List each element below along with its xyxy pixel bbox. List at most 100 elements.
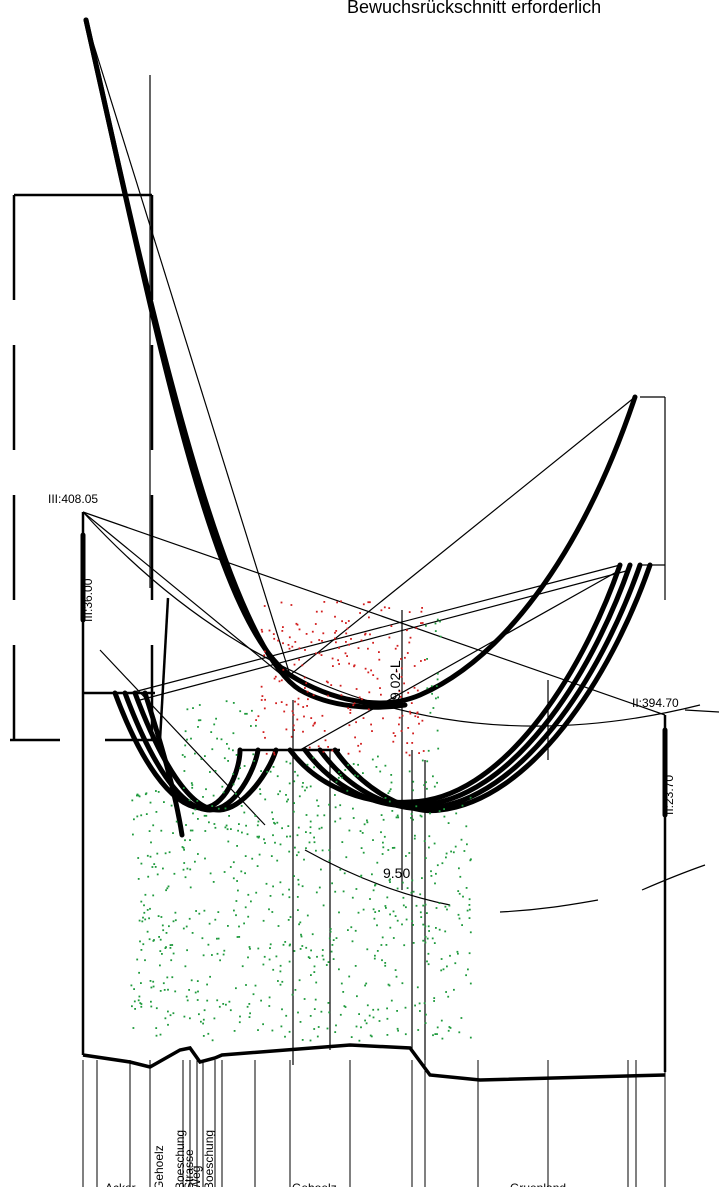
dot (420, 660, 422, 662)
dot (228, 815, 230, 817)
dot (144, 793, 147, 796)
dot (228, 1000, 231, 1003)
dot (292, 714, 295, 716)
conductors (83, 17, 653, 838)
dot (220, 738, 223, 741)
dot (194, 860, 196, 863)
dot (312, 756, 315, 759)
dot (232, 749, 234, 752)
dot (167, 988, 169, 991)
dot (382, 717, 384, 720)
dot (132, 1027, 135, 1029)
dot (196, 980, 199, 982)
dot (293, 950, 296, 952)
dot (316, 799, 318, 802)
dot (325, 964, 328, 966)
dot (150, 1005, 153, 1008)
dot (366, 819, 368, 822)
dot (323, 814, 326, 817)
land-use-label: Weg (189, 1166, 203, 1187)
dot (427, 952, 430, 955)
dot (458, 1031, 461, 1034)
dot (317, 1026, 320, 1028)
dot (172, 1012, 175, 1015)
dot (390, 625, 393, 627)
dot (273, 821, 275, 824)
dot (285, 703, 288, 706)
dot (388, 636, 391, 639)
dot (340, 600, 342, 603)
dot (434, 1033, 437, 1035)
dot (331, 944, 334, 946)
dot (186, 738, 188, 741)
dot (411, 879, 414, 882)
dot (364, 667, 367, 670)
dot (238, 936, 241, 938)
dot (381, 959, 383, 962)
dot (443, 815, 446, 818)
dot (467, 968, 469, 971)
dot (362, 603, 365, 606)
dot (300, 933, 302, 936)
dot (244, 872, 246, 875)
dot (189, 1017, 191, 1020)
dot (222, 791, 225, 794)
dot (380, 944, 383, 946)
dot (200, 758, 203, 760)
dot (339, 1013, 342, 1016)
dot (389, 878, 391, 881)
dot (228, 747, 230, 750)
land-use-label: Strasse (182, 1149, 196, 1187)
dot (158, 936, 160, 938)
dot (285, 794, 287, 796)
dot (465, 887, 468, 889)
dot (410, 702, 413, 704)
dot (318, 652, 321, 655)
tower-label: III:36.00 (81, 578, 95, 622)
dot (247, 956, 249, 959)
dot (407, 691, 410, 694)
dot (335, 1024, 337, 1027)
dot (323, 601, 326, 603)
dot (403, 682, 405, 685)
dot (185, 824, 187, 826)
dot (211, 748, 214, 751)
dot (190, 737, 192, 740)
dot (277, 793, 280, 796)
dot (358, 1013, 360, 1015)
dot (427, 925, 430, 928)
dot (436, 1026, 439, 1029)
dot (240, 805, 243, 807)
dot (313, 836, 315, 839)
dot (443, 808, 445, 810)
dot (347, 620, 350, 622)
dot (196, 999, 199, 1001)
dot (414, 715, 417, 718)
dot (229, 1009, 232, 1012)
dot (359, 830, 362, 832)
dot (259, 793, 262, 795)
dot (310, 641, 313, 644)
dot (148, 938, 151, 941)
dot (238, 1021, 241, 1024)
dot (277, 980, 279, 982)
dot (324, 739, 327, 742)
dot (441, 862, 444, 865)
dot (294, 700, 296, 703)
dot (372, 1016, 375, 1019)
dot (408, 754, 411, 757)
dot (133, 818, 135, 821)
dot (395, 670, 398, 673)
dot (309, 785, 312, 788)
dot (458, 917, 461, 920)
dot (457, 913, 460, 916)
dot (372, 908, 375, 911)
dot (292, 810, 295, 813)
dot (404, 1006, 407, 1009)
dot (188, 989, 190, 991)
dot (309, 1015, 312, 1017)
dot (262, 731, 265, 733)
dot (434, 630, 437, 632)
dot (175, 820, 178, 823)
dot (302, 730, 304, 733)
